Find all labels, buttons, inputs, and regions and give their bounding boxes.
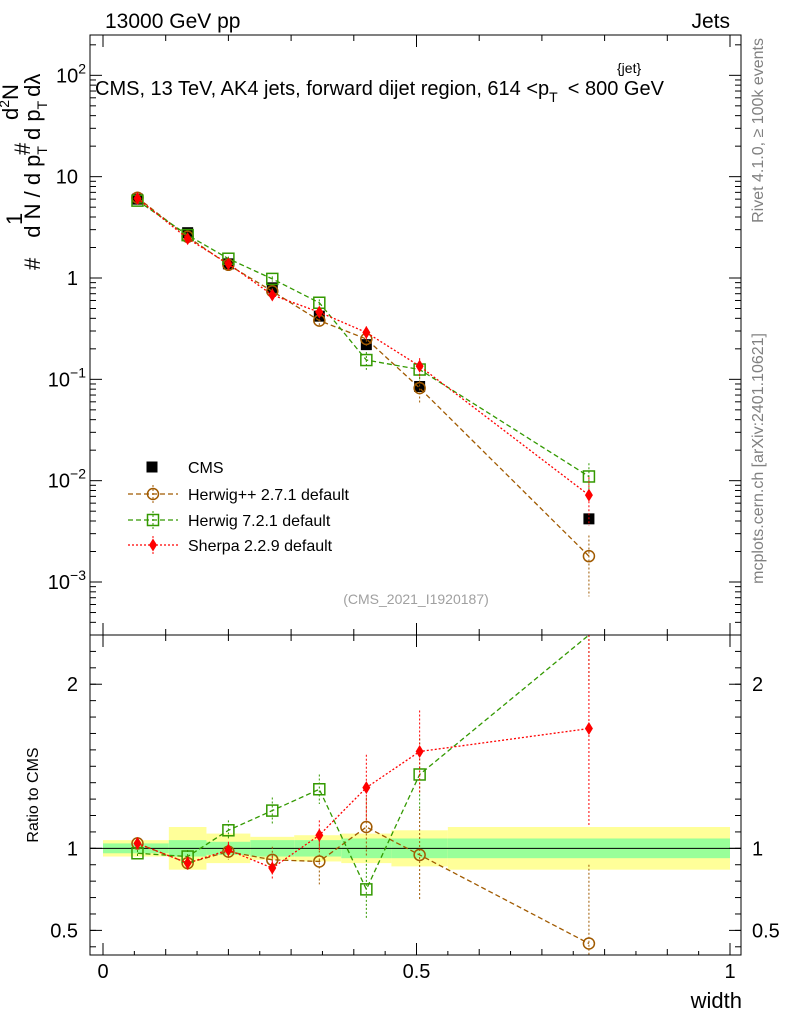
legend-entry: Sherpa 2.2.9 default bbox=[188, 538, 333, 555]
herwig-2-7-1-default-point bbox=[582, 549, 596, 563]
x-tick-label: 1 bbox=[724, 961, 735, 983]
ratio-y-tick-label-right: 2 bbox=[752, 674, 763, 696]
legend: CMS Herwig++ 2.7.1 default Herwig 7.2.1 de… bbox=[128, 460, 350, 555]
herwig-2-7-1-default-ratio-point bbox=[313, 855, 326, 868]
ratio-y-tick-label: 0.5 bbox=[50, 920, 78, 942]
header-left: 13000 GeV pp bbox=[105, 10, 240, 33]
herwig-2-7-1-default-ratio-point bbox=[582, 937, 596, 950]
svg-text:d pTdλ: d pTdλ bbox=[20, 74, 50, 140]
sherpa-2-2-9-default-point bbox=[315, 305, 324, 319]
herwig-7-2-1-default-ratio-point bbox=[266, 804, 279, 817]
main-y-tick-label: 10−3 bbox=[48, 567, 86, 594]
svg-text:CMS, 13 TeV, AK4 jets, forward: CMS, 13 TeV, AK4 jets, forward dijet reg… bbox=[95, 78, 665, 105]
header-right: Jets bbox=[691, 10, 730, 33]
ratio-y-label: Ratio to CMS bbox=[25, 747, 42, 842]
herwig-7-2-1-default-ratio-line bbox=[137, 634, 590, 891]
legend-entry: Herwig 7.2.1 default bbox=[188, 513, 331, 530]
cms-data-point bbox=[266, 282, 278, 294]
x-tick-label: 0 bbox=[97, 961, 108, 983]
chart-title-sup: {jet} bbox=[617, 60, 641, 76]
legend-entry: Herwig++ 2.7.1 default bbox=[188, 487, 350, 504]
chart-title-sub: T bbox=[549, 89, 558, 105]
sherpa-2-2-9-default-point bbox=[268, 288, 277, 302]
legend-marker bbox=[146, 487, 160, 501]
sherpa-2-2-9-default-ratio-point bbox=[362, 781, 371, 795]
chart-title: CMS, 13 TeV, AK4 jets, forward dijet reg… bbox=[95, 60, 665, 105]
rivet-label: Rivet 4.1.0, ≥ 100k events bbox=[750, 38, 767, 223]
chart-title-tail: < 800 GeV bbox=[568, 78, 665, 100]
sherpa-2-2-9-default-ratio-line bbox=[137, 727, 590, 869]
legend-marker bbox=[146, 513, 160, 527]
herwig-7-2-1-default-ratio-point bbox=[222, 824, 235, 837]
sherpa-2-2-9-default-point bbox=[133, 191, 142, 205]
sherpa-2-2-9-default-point bbox=[362, 325, 371, 339]
ratio-y-tick-label: 1 bbox=[67, 838, 78, 860]
y-axis-label: #d N / d pT 1 # d pTdλ d2N bbox=[0, 74, 50, 270]
ratio-y-tick-label: 2 bbox=[67, 674, 78, 696]
herwig-2-7-1-default-point bbox=[413, 381, 426, 395]
herwig-7-2-1-default-point bbox=[266, 272, 279, 286]
ratio-plot-frame bbox=[89, 634, 742, 956]
watermark: (CMS_2021_I1920187) bbox=[343, 591, 489, 607]
herwig-2-7-1-default-ratio-point bbox=[413, 848, 426, 862]
svg-text:d2N: d2N bbox=[0, 84, 23, 120]
legend-marker bbox=[149, 538, 157, 552]
sherpa-2-2-9-default-ratio-point bbox=[315, 828, 324, 842]
x-tick-label: 0.5 bbox=[403, 961, 431, 983]
mcplots-label: mcplots.cern.ch [arXiv:2401.10621] bbox=[750, 333, 767, 584]
svg-text:1: 1 bbox=[2, 213, 27, 225]
herwig-7-2-1-default-ratio-point bbox=[360, 883, 373, 896]
main-plot: 10−3 10−2 10−1 1 10 102 bbox=[48, 34, 742, 636]
sherpa-2-2-9-default-point bbox=[183, 232, 192, 246]
sherpa-2-2-9-default-ratio-point bbox=[133, 836, 142, 850]
ratio-y-tick-label-right: 0.5 bbox=[752, 920, 780, 942]
svg-text:#: # bbox=[10, 142, 35, 155]
herwig-7-2-1-default-point bbox=[360, 353, 373, 367]
sherpa-2-2-9-default-ratio-point bbox=[268, 861, 277, 875]
sherpa-2-2-9-default-point bbox=[224, 257, 233, 271]
ratio-plot: 0 0.5 1 0.5 0.5 1 1 2 2 bbox=[50, 634, 780, 983]
main-y-tick-label: 1 bbox=[67, 268, 78, 290]
main-y-tick-label: 10 bbox=[56, 167, 78, 189]
main-y-tick-label: 10−1 bbox=[48, 364, 86, 391]
svg-text:#d N / d pT: #d N / d pT bbox=[20, 146, 50, 270]
legend-entry: CMS bbox=[188, 460, 224, 477]
x-axis-label: width bbox=[690, 988, 742, 1013]
main-y-tick-label: 102 bbox=[56, 60, 86, 87]
herwig-2-7-1-default-ratio-point bbox=[360, 820, 373, 834]
herwig-7-2-1-default-line bbox=[137, 200, 590, 478]
main-y-tick-label: 10−2 bbox=[48, 466, 86, 493]
herwig-2-7-1-default-line bbox=[137, 197, 590, 557]
sherpa-2-2-9-default-point bbox=[415, 359, 424, 373]
sherpa-2-2-9-default-point bbox=[584, 488, 593, 502]
sherpa-2-2-9-default-ratio-point bbox=[584, 722, 593, 736]
sherpa-2-2-9-default-ratio-point bbox=[183, 856, 192, 870]
chart-title-main: CMS, 13 TeV, AK4 jets, forward dijet reg… bbox=[95, 78, 549, 100]
sherpa-2-2-9-default-ratio-point bbox=[224, 843, 233, 857]
herwig-7-2-1-default-ratio-point bbox=[313, 783, 326, 796]
legend-cms-marker bbox=[146, 461, 158, 473]
sherpa-2-2-9-default-line bbox=[137, 197, 590, 496]
sherpa-2-2-9-default-ratio-point bbox=[415, 745, 424, 759]
ratio-y-tick-label-right: 1 bbox=[752, 838, 763, 860]
